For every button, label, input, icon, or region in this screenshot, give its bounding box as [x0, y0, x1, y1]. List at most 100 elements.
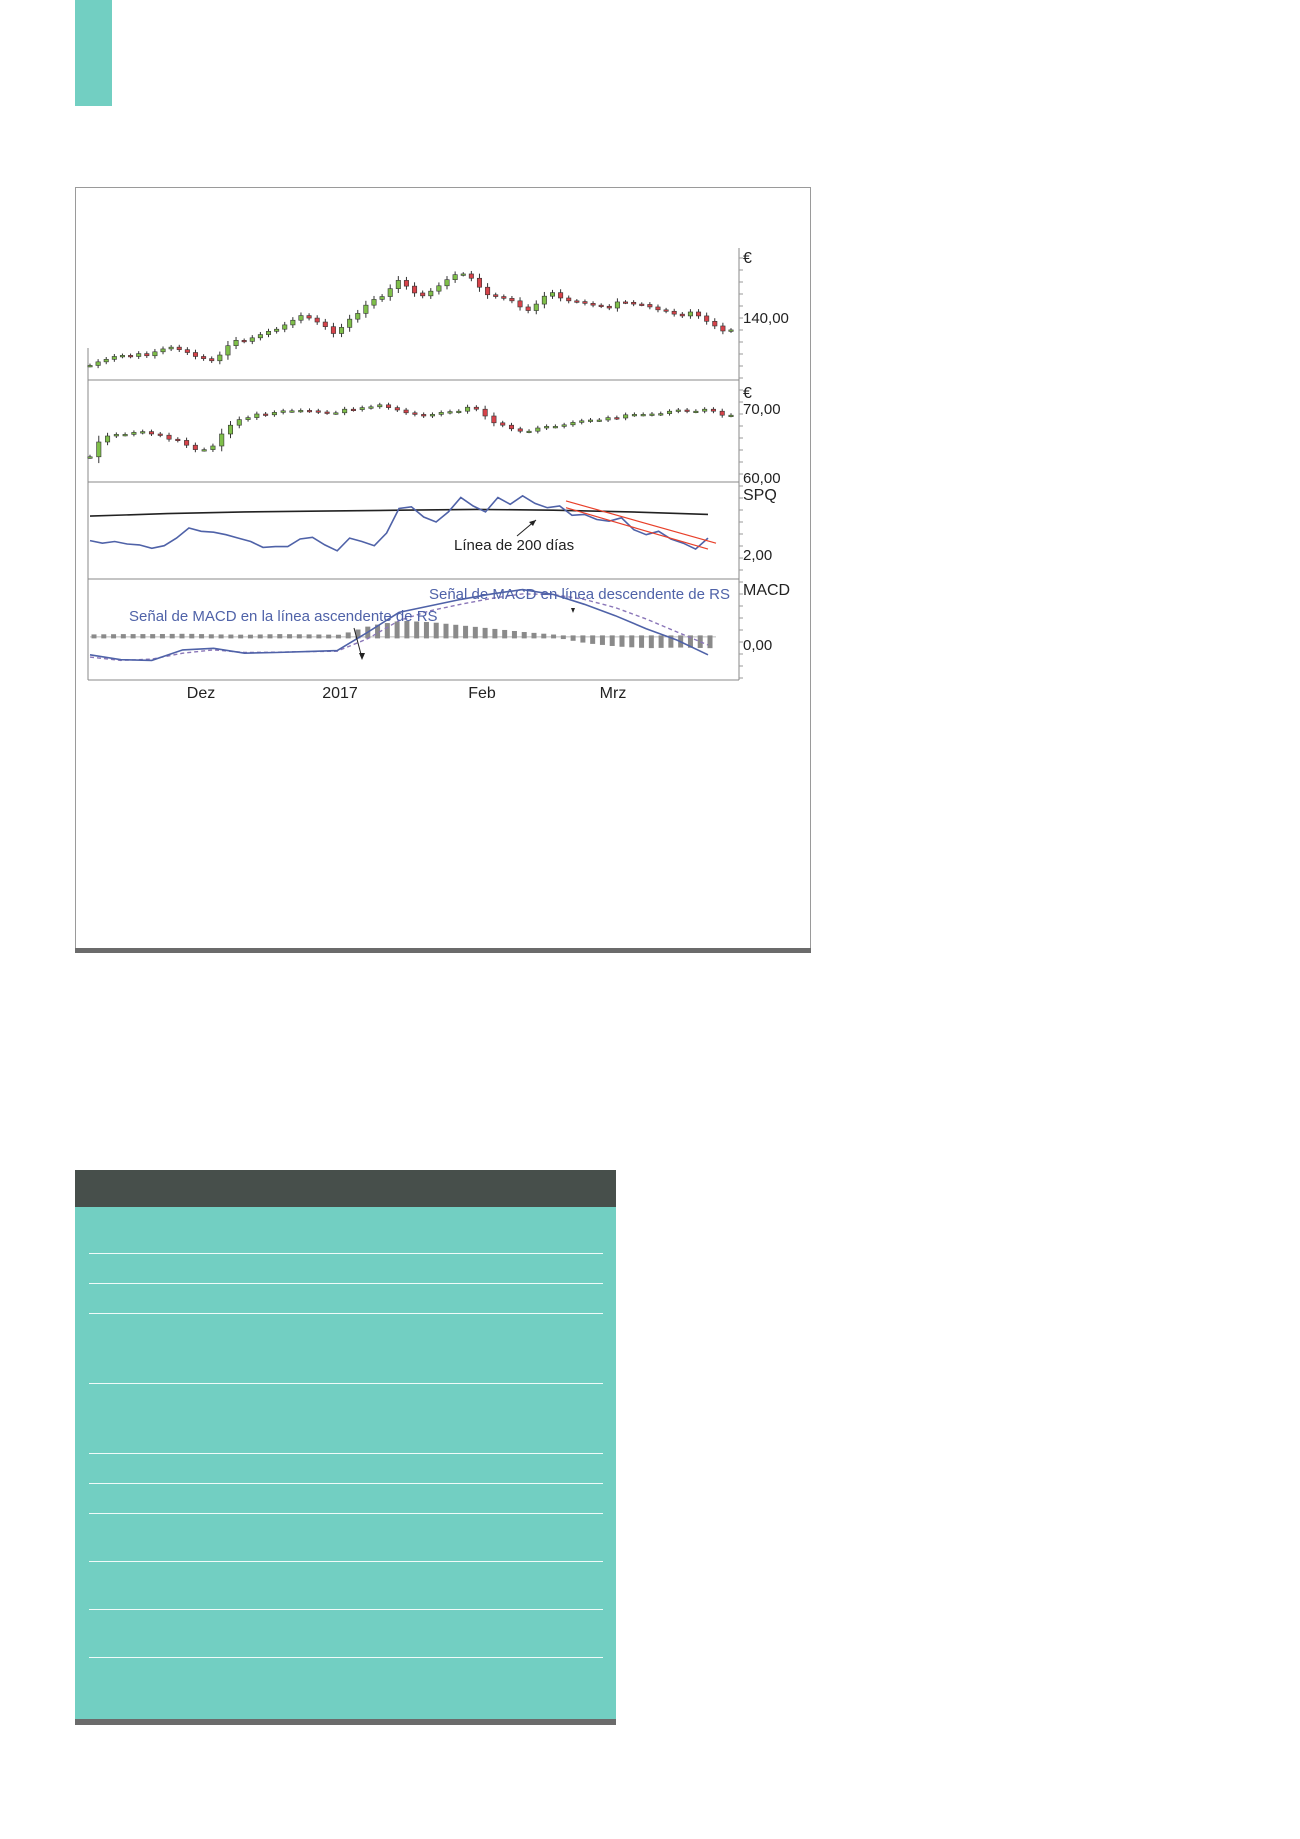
candle-body	[465, 406, 471, 412]
chart-frame-bottom-rule	[75, 948, 811, 953]
candle-body	[501, 296, 507, 299]
stock-chart: € 140,00 € 70,00 60,00 SPQ 2,00 MACD 0,0…	[87, 248, 790, 702]
tick-marks	[739, 257, 743, 679]
candle-body	[192, 352, 198, 357]
candle-body	[403, 409, 409, 414]
data-table	[75, 1170, 616, 1725]
macd-histogram-bar	[697, 635, 703, 648]
candle-body	[241, 340, 247, 343]
candle-body	[500, 422, 506, 426]
candle-body	[210, 445, 216, 450]
candle-body	[131, 432, 137, 435]
macd-histogram-bar	[433, 622, 439, 639]
table-bottom-rule	[75, 1719, 616, 1725]
candle-body	[355, 313, 361, 320]
macd-lines	[89, 588, 716, 662]
macd-histogram-bar	[472, 626, 478, 639]
macd-histogram-bar	[179, 633, 185, 639]
macd-histogram-bar	[668, 635, 674, 648]
rs-unit-label: SPQ	[743, 487, 777, 504]
macd-histogram-bar	[277, 634, 283, 639]
macd-histogram-bar	[159, 634, 165, 639]
chart-frame: € 140,00 € 70,00 60,00 SPQ 2,00 MACD 0,0…	[75, 187, 811, 953]
candle-body	[347, 318, 353, 328]
table-body	[75, 1207, 616, 1719]
candle-body	[290, 319, 296, 326]
candle-body	[702, 408, 708, 412]
candle-body	[249, 337, 255, 342]
candle-body	[438, 412, 444, 415]
candle-body	[663, 309, 669, 312]
candle-body	[710, 408, 716, 412]
candle-body	[623, 301, 629, 304]
candle-body	[379, 296, 385, 300]
macd-histogram-bar	[247, 634, 253, 639]
candle-body	[111, 356, 117, 360]
table-row-divider	[89, 1453, 603, 1454]
candle-body	[395, 280, 401, 289]
comparison-candles	[87, 402, 734, 464]
macd-histogram-bar	[609, 635, 615, 646]
candle-body	[671, 310, 677, 315]
macd-descending-arrowhead	[571, 608, 575, 613]
macd-histogram-bar	[238, 634, 244, 639]
macd-histogram-bar	[511, 630, 517, 639]
macd-unit-label: MACD	[743, 582, 790, 599]
candle-body	[649, 413, 655, 416]
relative-strength-lines	[89, 494, 717, 552]
candle-body	[315, 410, 321, 413]
price-tick-label: 140,00	[743, 310, 789, 327]
candle-body	[219, 433, 225, 447]
macd-histogram-bar	[453, 624, 459, 639]
trend-channel-upper	[565, 500, 717, 544]
macd-histogram-bar	[355, 629, 361, 639]
candle-body	[456, 410, 462, 413]
comparison-tick-label-70: 70,00	[743, 401, 781, 418]
macd-histogram-bar	[590, 635, 596, 644]
candle-body	[640, 414, 646, 417]
candle-body	[119, 355, 125, 358]
candle-body	[544, 426, 550, 429]
macd-histogram-bar	[619, 635, 625, 647]
candle-body	[473, 406, 479, 410]
candle-body	[113, 434, 119, 437]
macd-histogram-bar	[404, 620, 410, 639]
candle-body	[306, 315, 312, 319]
macd-histogram-bar	[443, 623, 449, 639]
candle-body	[687, 311, 693, 317]
candle-body	[728, 414, 734, 417]
candle-body	[574, 300, 580, 303]
candle-body	[363, 304, 369, 314]
candle-body	[192, 444, 198, 450]
candle-body	[96, 441, 102, 458]
candle-body	[201, 449, 207, 452]
macd-histogram-bar	[199, 634, 205, 639]
macd-histogram-bar	[687, 635, 693, 648]
macd-histogram-bar	[629, 635, 635, 648]
candle-body	[623, 414, 629, 419]
candle-body	[140, 431, 146, 434]
candle-body	[631, 414, 637, 417]
candle-body	[322, 321, 328, 327]
candle-body	[631, 301, 637, 305]
macd-histogram-bar	[375, 624, 381, 639]
macd-histogram-bar	[296, 634, 302, 639]
candle-body	[333, 412, 339, 415]
macd-histogram-bar	[551, 634, 557, 639]
candle-body	[274, 328, 280, 332]
candle-body	[614, 301, 620, 309]
table-row-divider	[89, 1313, 603, 1314]
candle-body	[403, 280, 409, 287]
candle-body	[282, 324, 288, 330]
macd-histogram-bar	[541, 633, 547, 639]
candle-body	[233, 340, 239, 347]
trend-channel-lower	[565, 507, 709, 550]
price-candles	[87, 270, 734, 369]
macd-histogram-bar	[658, 635, 664, 648]
table-header	[75, 1170, 616, 1207]
macd-histogram-bar	[648, 635, 654, 649]
macd-line	[89, 588, 709, 662]
candle-body	[387, 288, 393, 297]
candle-body	[675, 409, 681, 412]
macd-histogram-bar	[580, 635, 586, 643]
